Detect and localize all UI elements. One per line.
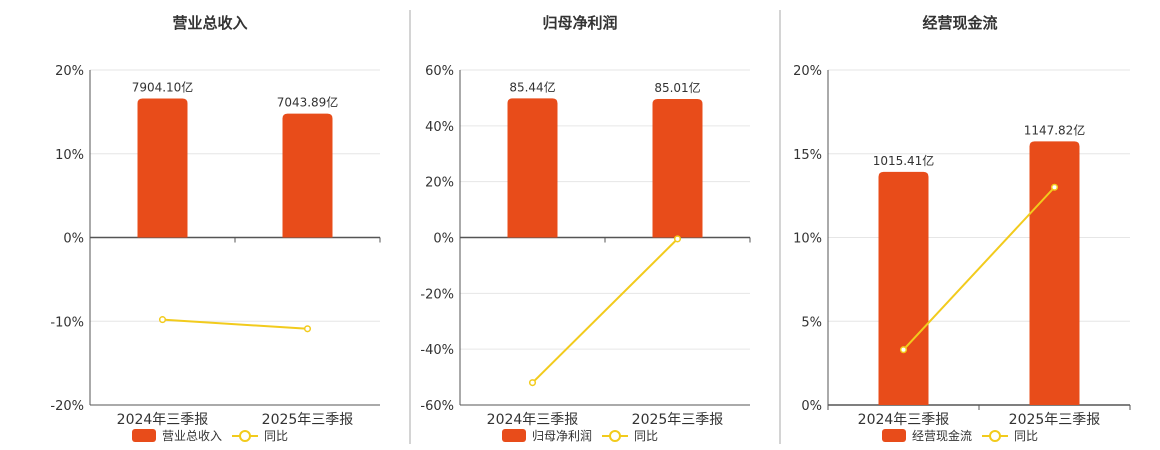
y-tick-label: -20% xyxy=(420,287,454,302)
legend-bar-label: 归母净利润 xyxy=(532,429,592,443)
y-tick-label: 0% xyxy=(63,232,84,247)
chart-title: 经营现金流 xyxy=(922,14,997,32)
bar xyxy=(878,171,929,405)
y-tick-label: 20% xyxy=(55,64,84,79)
legend-line-label: 同比 xyxy=(634,429,658,443)
y-tick-label: 10% xyxy=(793,232,822,247)
bar xyxy=(1029,141,1080,405)
bar xyxy=(137,98,188,238)
legend-line-label: 同比 xyxy=(1014,429,1038,443)
y-tick-label: -10% xyxy=(50,315,84,330)
chart-panel-3: 经营现金流 0% 5% 10% 15% 20% 1015.41亿 2024年三季报 1147.8… xyxy=(793,14,1131,443)
line-point xyxy=(899,346,908,354)
y-tick-label: 0% xyxy=(801,399,822,414)
legend-bar-swatch xyxy=(502,429,526,442)
y-tick-label: 15% xyxy=(793,148,822,163)
line-point xyxy=(158,316,167,324)
x-tick-label: 2025年三季报 xyxy=(632,412,724,428)
bar-data-label: 1015.41亿 xyxy=(873,153,935,168)
chart-panel-2: 归母净利润 -60% -40% -20% 0% 20% 40% 60% 85.44亿 2024年三… xyxy=(420,14,751,443)
bar-data-label: 1147.82亿 xyxy=(1024,122,1086,137)
y-tick-label: 60% xyxy=(425,64,454,79)
legend-bar-swatch xyxy=(882,429,906,442)
x-tick-label: 2024年三季报 xyxy=(117,412,209,428)
bar xyxy=(652,99,703,238)
line-point xyxy=(673,235,682,243)
series-line-yoy xyxy=(531,238,679,384)
x-tick-label: 2024年三季报 xyxy=(487,412,579,428)
legend-bar-label: 营业总收入 xyxy=(162,429,222,443)
legend-line-marker xyxy=(609,430,621,442)
series-line-yoy xyxy=(902,186,1056,351)
bar-data-label: 85.01亿 xyxy=(654,80,700,95)
bar-data-label: 7043.89亿 xyxy=(277,95,339,110)
legend-line-marker xyxy=(239,430,251,442)
line-point xyxy=(303,325,312,333)
line-point xyxy=(528,379,537,387)
y-tick-label: 20% xyxy=(793,64,822,79)
y-tick-label: -40% xyxy=(420,343,454,358)
bar-data-label: 7904.10亿 xyxy=(132,79,194,94)
bar xyxy=(507,98,558,238)
y-tick-label: -60% xyxy=(420,399,454,414)
y-tick-label: 10% xyxy=(55,148,84,163)
line-point xyxy=(1050,183,1059,191)
chart-title: 营业总收入 xyxy=(172,14,247,32)
x-tick-label: 2024年三季报 xyxy=(858,412,950,428)
series-line-yoy xyxy=(162,318,308,330)
legend-line-label: 同比 xyxy=(264,429,288,443)
chart-panel-1: 营业总收入 -20% -10% 0% 10% 20% 7904.10亿 2024年三季报 704… xyxy=(50,14,381,443)
x-tick-label: 2025年三季报 xyxy=(1009,412,1101,428)
legend-bar-label: 经营现金流 xyxy=(912,428,972,443)
chart-title: 归母净利润 xyxy=(542,14,617,32)
x-tick-label: 2025年三季报 xyxy=(262,412,354,428)
bar xyxy=(282,113,333,238)
y-tick-label: 5% xyxy=(801,315,822,330)
y-tick-label: -20% xyxy=(50,399,84,414)
y-tick-label: 40% xyxy=(425,120,454,135)
legend-line-marker xyxy=(989,430,1001,442)
legend-bar-swatch xyxy=(132,429,156,442)
bar-data-label: 85.44亿 xyxy=(509,79,555,94)
y-tick-label: 20% xyxy=(425,176,454,191)
y-tick-label: 0% xyxy=(433,232,454,247)
